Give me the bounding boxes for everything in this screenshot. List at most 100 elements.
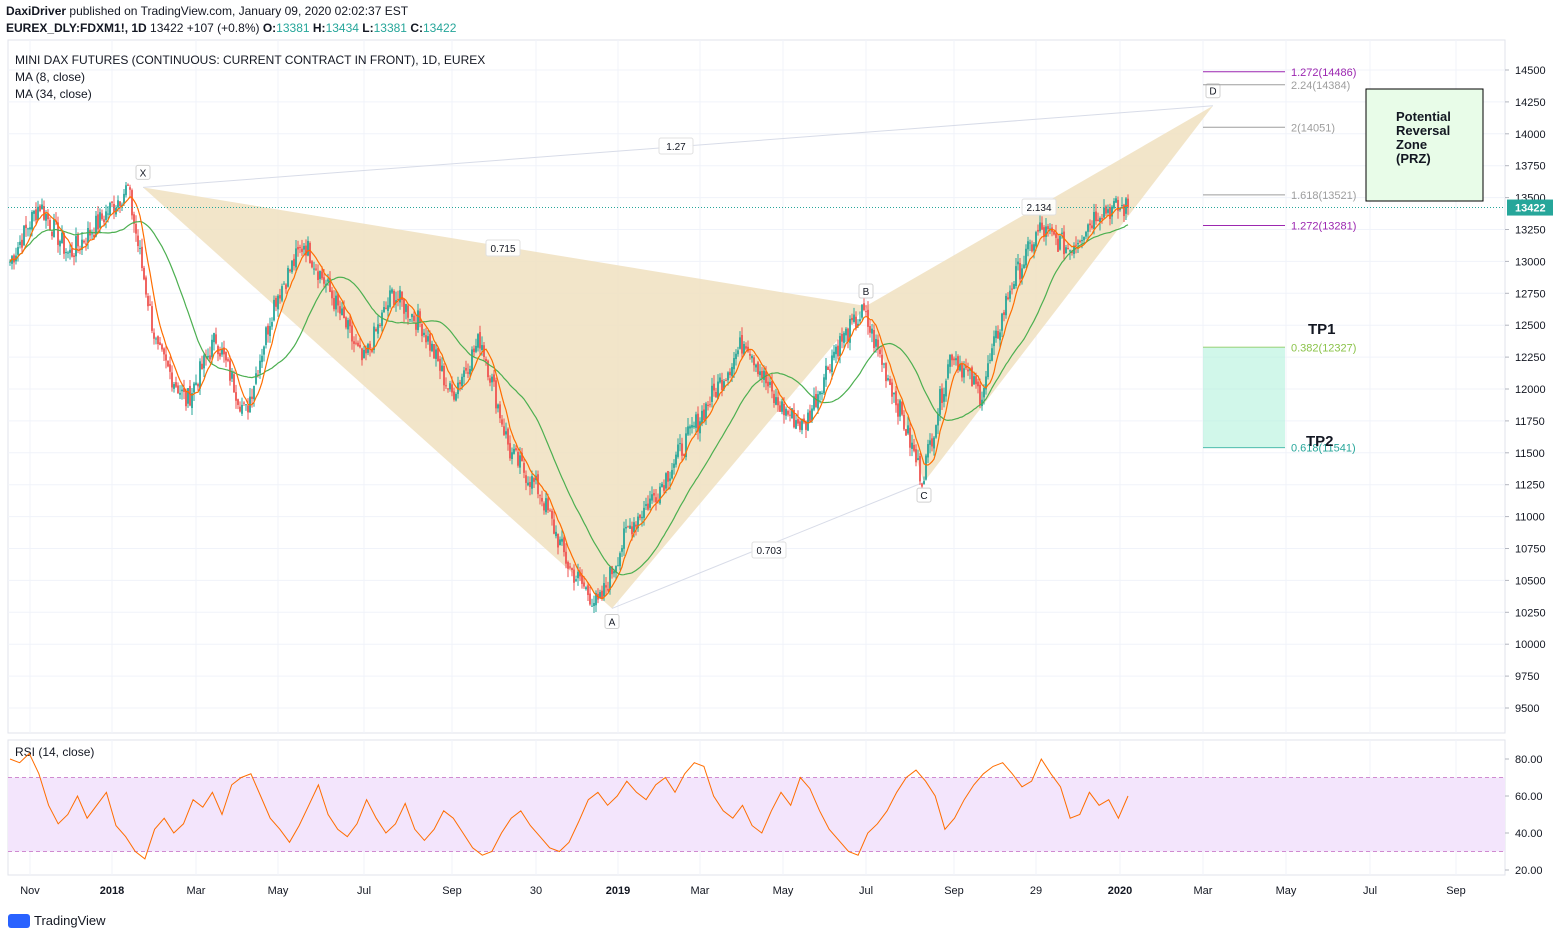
candle-body bbox=[1109, 207, 1111, 219]
candle-body bbox=[487, 360, 489, 378]
candle-body bbox=[545, 498, 547, 513]
candle-body bbox=[815, 393, 817, 407]
candle-body bbox=[1063, 231, 1065, 255]
candle-body bbox=[683, 454, 685, 457]
candle-body bbox=[375, 329, 377, 332]
candle-body bbox=[821, 392, 823, 395]
rsi-tick-label: 60.00 bbox=[1515, 791, 1543, 803]
candle-body bbox=[995, 330, 997, 339]
candle-body bbox=[213, 333, 215, 343]
candle-body bbox=[37, 206, 39, 221]
candle-body bbox=[935, 425, 937, 438]
candle-body bbox=[385, 307, 387, 309]
candle-body bbox=[939, 389, 941, 415]
candle-body bbox=[663, 485, 665, 491]
candle-body bbox=[653, 493, 655, 496]
candle-body bbox=[793, 409, 795, 428]
candle-body bbox=[361, 348, 363, 361]
candle-body bbox=[283, 283, 285, 285]
candle-body bbox=[861, 304, 863, 318]
rsi-tick-label: 40.00 bbox=[1515, 828, 1543, 840]
candle-body bbox=[949, 354, 951, 367]
candle-body bbox=[779, 405, 781, 412]
candle-body bbox=[527, 482, 529, 486]
candle-body bbox=[633, 522, 635, 533]
candle-body bbox=[1033, 244, 1035, 251]
candle-body bbox=[831, 355, 833, 373]
candle-body bbox=[167, 360, 169, 367]
candle-body bbox=[929, 440, 931, 445]
candle-body bbox=[69, 249, 71, 253]
candle-body bbox=[647, 503, 649, 510]
candle-body bbox=[383, 307, 385, 312]
candle-body bbox=[45, 214, 47, 221]
candle-body bbox=[645, 504, 647, 506]
candle-body bbox=[593, 602, 595, 606]
candle-body bbox=[549, 510, 551, 512]
candle-body bbox=[93, 234, 95, 238]
candle-body bbox=[467, 372, 469, 374]
candle-body bbox=[231, 372, 233, 379]
candle-body bbox=[67, 252, 69, 254]
candle-body bbox=[773, 393, 775, 403]
candle-body bbox=[171, 372, 173, 388]
tradingview-icon bbox=[8, 913, 30, 928]
candle-body bbox=[475, 345, 477, 352]
candle-body bbox=[847, 328, 849, 342]
ratio-box bbox=[485, 239, 521, 257]
level-label: 2(14051) bbox=[1291, 122, 1335, 134]
author-name[interactable]: DaxiDriver bbox=[6, 4, 67, 18]
pattern-point-label: X bbox=[140, 168, 147, 179]
candle-body bbox=[1093, 212, 1095, 230]
pattern-point-box bbox=[1205, 83, 1221, 99]
candle-body bbox=[943, 394, 945, 402]
candle-body bbox=[117, 200, 119, 208]
candle-body bbox=[263, 346, 265, 355]
candle-body bbox=[521, 452, 523, 462]
candle-body bbox=[491, 376, 493, 383]
candle-body bbox=[99, 212, 101, 228]
candle-body bbox=[179, 392, 181, 395]
candle-body bbox=[453, 391, 455, 400]
y-tick-label: 12250 bbox=[1515, 352, 1546, 364]
candle-body bbox=[595, 593, 597, 606]
candle-body bbox=[1009, 290, 1011, 299]
candle-body bbox=[259, 360, 261, 374]
candle-body bbox=[765, 371, 767, 384]
candle-body bbox=[1081, 240, 1083, 242]
candle-body bbox=[75, 236, 77, 257]
price-change: +107 (+0.8%) bbox=[186, 21, 260, 35]
candle-body bbox=[761, 370, 763, 378]
candle-body bbox=[155, 338, 157, 340]
tradingview-logo[interactable]: TradingView bbox=[8, 913, 106, 928]
pattern-point-label: A bbox=[609, 617, 616, 628]
candle-body bbox=[713, 383, 715, 391]
candle-body bbox=[753, 357, 755, 366]
candle-body bbox=[439, 358, 441, 371]
candle-body bbox=[341, 308, 343, 316]
candle-body bbox=[879, 349, 881, 355]
candle-body bbox=[885, 363, 887, 382]
candle-body bbox=[333, 298, 335, 310]
candle-body bbox=[381, 312, 383, 326]
low-value: 13381 bbox=[373, 21, 407, 35]
chart-canvas[interactable]: Nov 2018 Mar May Jul Sep 30 2019 Mar May Jul Sep 29 2… bbox=[0, 0, 1561, 905]
ma8-legend: MA (8, close) bbox=[15, 70, 85, 84]
candle-body bbox=[275, 297, 277, 307]
candle-body bbox=[1023, 264, 1025, 269]
candle-body bbox=[583, 582, 585, 587]
candle-body bbox=[1113, 201, 1115, 208]
candle-body bbox=[517, 451, 519, 466]
candle-body bbox=[689, 426, 691, 429]
candle-body bbox=[103, 219, 105, 223]
candle-body bbox=[431, 343, 433, 352]
candle-body bbox=[769, 382, 771, 385]
candle-body bbox=[567, 561, 569, 569]
candle-body bbox=[543, 503, 545, 511]
candle-body bbox=[717, 381, 719, 399]
candle-body bbox=[865, 311, 867, 313]
candle-body bbox=[401, 291, 403, 300]
candle-body bbox=[905, 429, 907, 436]
candle-body bbox=[209, 355, 211, 360]
candle-body bbox=[19, 241, 21, 246]
